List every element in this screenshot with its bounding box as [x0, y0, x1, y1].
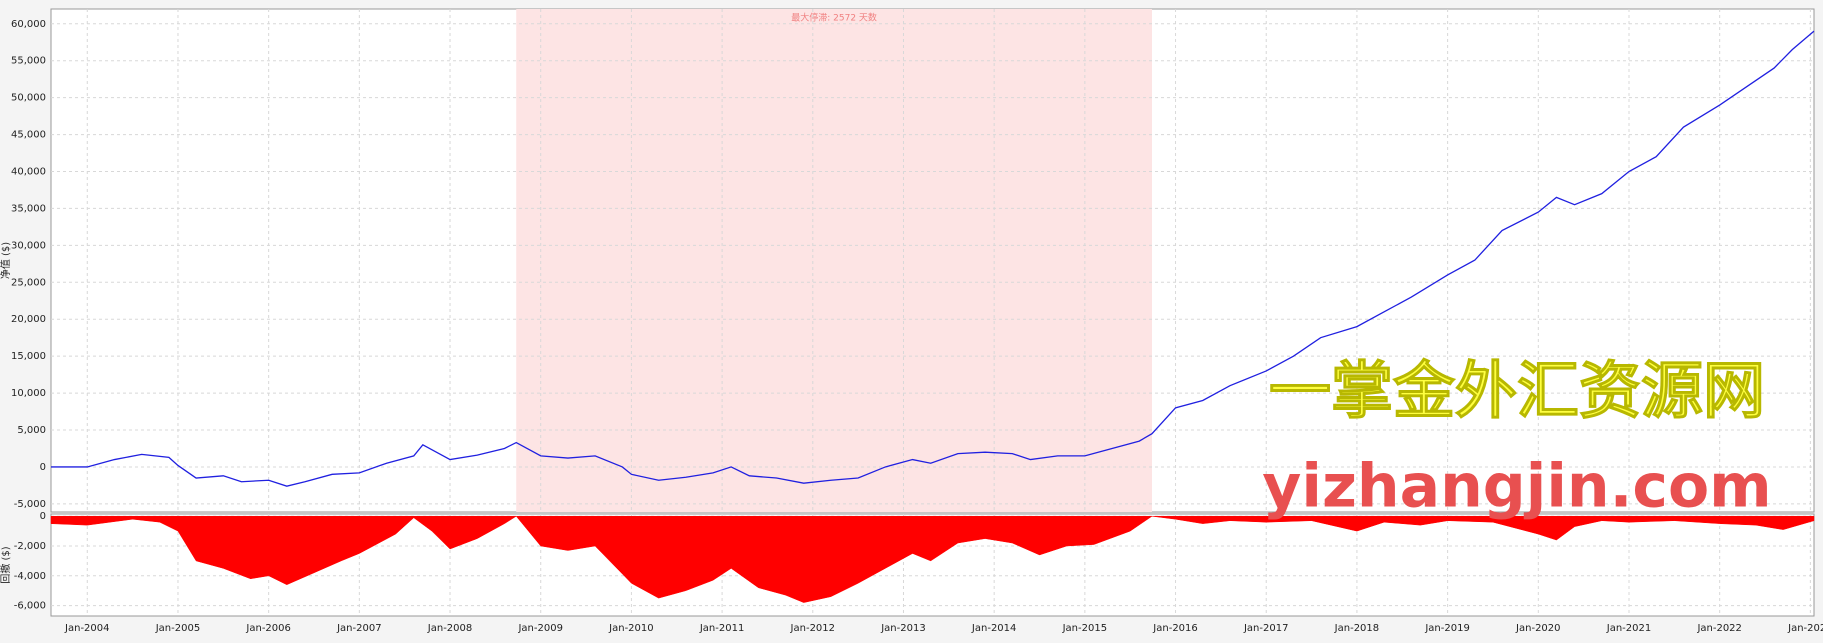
- y-tick-label: 25,000: [11, 277, 46, 288]
- x-tick-label: Jan-2021: [1606, 623, 1651, 634]
- y-tick-label: -4,000: [14, 571, 46, 582]
- y-tick-label: 60,000: [11, 19, 46, 30]
- y-axis-label: 净值 ($): [0, 242, 12, 279]
- equity-line: [51, 30, 1815, 487]
- y-tick-label: 0: [40, 462, 46, 473]
- y-tick-label: 10,000: [11, 388, 46, 399]
- stagnation-region: [516, 9, 1152, 512]
- y-tick-label: 40,000: [11, 166, 46, 177]
- y-tick-label: -2,000: [14, 541, 46, 552]
- y-tick-label: 15,000: [11, 351, 46, 362]
- x-tick-label: Jan-2011: [699, 623, 744, 634]
- x-tick-label: Jan-2007: [336, 623, 381, 634]
- x-tick-label: Jan-2023: [1787, 623, 1823, 634]
- y-tick-label: 30,000: [11, 240, 46, 251]
- x-tick-label: Jan-2020: [1515, 623, 1560, 634]
- x-tick-label: Jan-2017: [1243, 623, 1288, 634]
- x-tick-label: Jan-2005: [155, 623, 200, 634]
- y-tick-label: 55,000: [11, 56, 46, 67]
- y-tick-label: -6,000: [14, 601, 46, 612]
- y-axis-label: 回撤 ($): [0, 546, 12, 583]
- y-tick-label: 0: [40, 511, 46, 522]
- y-tick-label: 35,000: [11, 203, 46, 214]
- watermark: 一掌金外汇资源网: [1269, 354, 1765, 427]
- x-tick-label: Jan-2009: [517, 623, 562, 634]
- x-tick-label: Jan-2014: [971, 623, 1016, 634]
- x-tick-label: Jan-2018: [1334, 623, 1379, 634]
- y-tick-label: 20,000: [11, 314, 46, 325]
- x-tick-label: Jan-2010: [608, 623, 653, 634]
- x-tick-label: Jan-2008: [427, 623, 472, 634]
- y-tick-label: 45,000: [11, 130, 46, 141]
- drawdown-area: [50, 515, 1815, 603]
- y-tick-label: 50,000: [11, 93, 46, 104]
- x-tick-label: Jan-2006: [245, 623, 290, 634]
- y-tick-label: -5,000: [14, 499, 46, 510]
- x-tick-label: Jan-2012: [790, 623, 835, 634]
- annotation: 最大停滞: 2572 天数: [791, 12, 877, 24]
- x-tick-label: Jan-2013: [880, 623, 925, 634]
- x-tick-label: Jan-2022: [1696, 623, 1741, 634]
- x-tick-label: Jan-2016: [1152, 623, 1197, 634]
- x-tick-label: Jan-2004: [64, 623, 109, 634]
- y-tick-label: 5,000: [17, 425, 46, 436]
- watermark: yizhangjin.com: [1262, 452, 1771, 522]
- x-tick-label: Jan-2019: [1424, 623, 1469, 634]
- x-tick-label: Jan-2015: [1062, 623, 1107, 634]
